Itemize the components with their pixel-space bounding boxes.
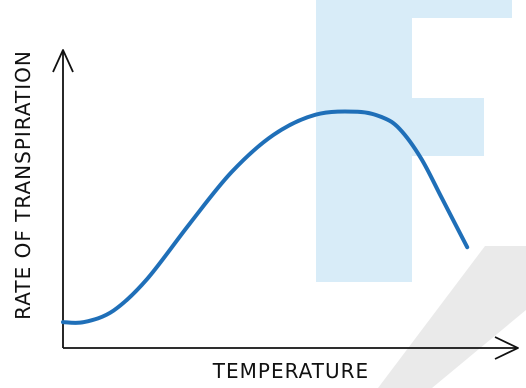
y-axis-label: RATE OF TRANSPIRATION [11,50,35,320]
watermark-logo [316,0,526,388]
x-axis-label: TEMPERATURE [212,359,369,383]
watermark-e-top-bar [316,0,512,18]
